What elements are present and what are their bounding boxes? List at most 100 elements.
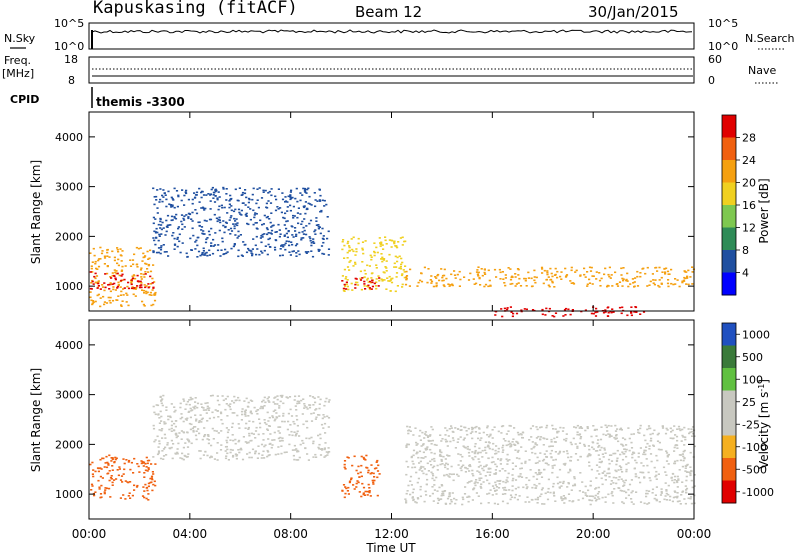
scatter-cell <box>368 265 371 267</box>
scatter-cell <box>252 209 255 212</box>
scatter-cell <box>99 458 102 461</box>
scatter-cell <box>115 270 118 272</box>
scatter-cell <box>651 492 654 494</box>
scatter-cell <box>588 495 591 497</box>
scatter-cell <box>149 477 152 480</box>
scatter-cell <box>206 454 209 457</box>
scatter-cell <box>376 470 380 472</box>
scatter-cell <box>186 400 189 403</box>
scatter-cell <box>491 485 495 487</box>
scatter-cell <box>426 462 429 465</box>
scatter-cell <box>684 485 687 487</box>
scatter-cell <box>660 283 663 285</box>
scatter-cell <box>674 278 677 280</box>
scatter-cell <box>262 189 265 192</box>
scatter-cell <box>688 432 691 435</box>
scatter-cell <box>373 282 376 285</box>
power-colorbar-label: Power [dB] <box>757 178 771 243</box>
scatter-cell <box>266 397 269 400</box>
scatter-cell <box>569 313 572 316</box>
x-tick-label: 04:00 <box>173 527 208 541</box>
scatter-cell <box>120 275 123 277</box>
scatter-cell <box>276 403 279 405</box>
scatter-cell <box>131 494 134 497</box>
scatter-cell <box>129 468 132 471</box>
scatter-cell <box>608 436 611 438</box>
scatter-cell <box>150 477 153 479</box>
scatter-cell <box>451 492 454 494</box>
scatter-cell <box>281 244 284 246</box>
scatter-cell <box>287 230 290 233</box>
scatter-cell <box>250 252 253 254</box>
scatter-cell <box>159 252 162 255</box>
scatter-cell <box>487 269 490 272</box>
scatter-cell <box>551 467 554 469</box>
scatter-cell <box>263 457 266 459</box>
noise-sky-trace <box>91 29 693 34</box>
scatter-cell <box>423 437 426 439</box>
scatter-cell <box>211 411 214 414</box>
scatter-cell <box>93 494 96 497</box>
scatter-cell <box>170 446 173 449</box>
scatter-cell <box>160 402 163 405</box>
scatter-cell <box>323 416 326 418</box>
scatter-cell <box>97 258 101 260</box>
scatter-cell <box>689 466 692 468</box>
scatter-cell <box>204 451 207 453</box>
scatter-cell <box>228 203 231 206</box>
scatter-cell <box>356 480 359 482</box>
scatter-cell <box>268 237 271 240</box>
scatter-cell <box>146 268 149 270</box>
scatter-cell <box>205 194 208 196</box>
scatter-cell <box>364 240 367 242</box>
scatter-cell <box>287 195 290 198</box>
scatter-cell <box>576 431 579 433</box>
scatter-cell <box>290 415 294 417</box>
scatter-cell <box>380 242 383 245</box>
scatter-cell <box>651 432 654 435</box>
scatter-cell <box>588 282 592 284</box>
scatter-cell <box>90 299 93 302</box>
scatter-cell <box>540 426 543 428</box>
scatter-cell <box>203 435 206 438</box>
scatter-cell <box>587 454 590 457</box>
scatter-cell <box>357 242 360 245</box>
scatter-cell <box>123 287 126 289</box>
scatter-cell <box>549 279 552 281</box>
scatter-cell <box>378 279 381 282</box>
scatter-cell <box>261 233 264 236</box>
scatter-cell <box>255 410 258 413</box>
scatter-cell <box>476 470 479 472</box>
scatter-cell <box>528 501 531 503</box>
scatter-cell <box>622 480 625 482</box>
scatter-cell <box>384 236 387 238</box>
scatter-cell <box>197 428 200 430</box>
scatter-cell <box>318 249 321 251</box>
scatter-cell <box>226 212 229 214</box>
scatter-cell <box>152 456 155 458</box>
scatter-cell <box>506 307 509 309</box>
scatter-cell <box>343 460 347 462</box>
scatter-cell <box>655 478 658 480</box>
scatter-cell <box>362 493 365 496</box>
scatter-cell <box>519 467 522 470</box>
scatter-cell <box>450 499 453 501</box>
scatter-cell <box>297 207 300 209</box>
scatter-cell <box>643 451 646 454</box>
scatter-cell <box>219 221 222 224</box>
scatter-cell <box>495 486 499 488</box>
scatter-cell <box>684 502 687 505</box>
scatter-cell <box>409 480 412 482</box>
scatter-cell <box>144 286 147 289</box>
scatter-cell <box>134 277 137 280</box>
scatter-cell <box>570 443 573 446</box>
scatter-cell <box>399 265 402 268</box>
scatter-cell <box>533 279 536 282</box>
scatter-cell <box>120 269 124 272</box>
scatter-cell <box>502 278 505 280</box>
scatter-cell <box>458 285 461 287</box>
scatter-cell <box>429 460 432 463</box>
scatter-cell <box>257 433 260 436</box>
scatter-cell <box>267 451 270 453</box>
scatter-cell <box>198 432 201 435</box>
